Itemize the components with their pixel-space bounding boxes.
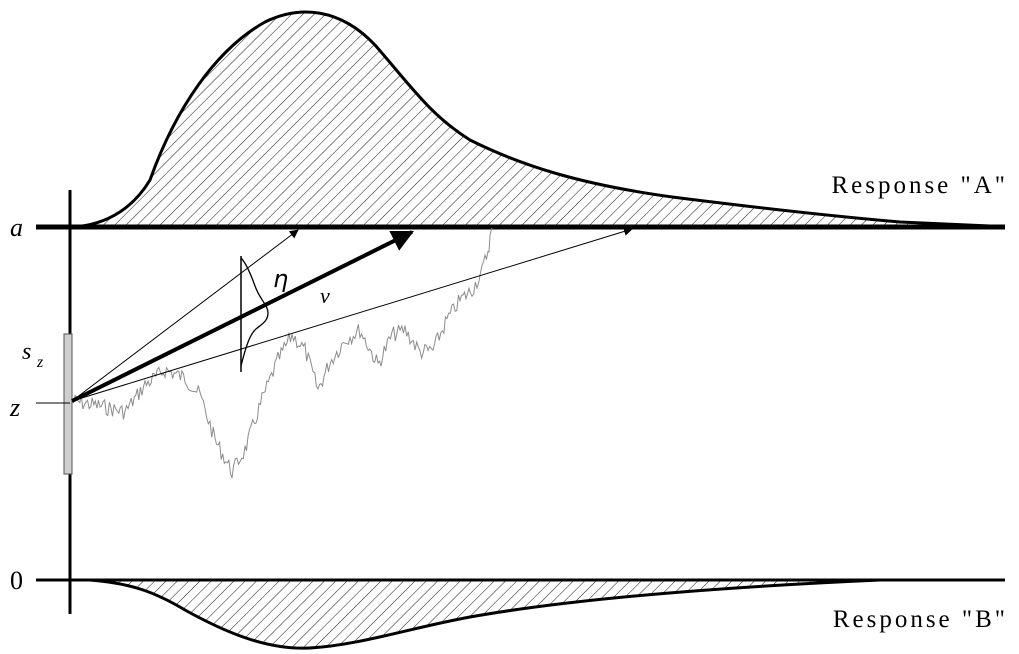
response-a-distribution — [70, 10, 992, 229]
drift-arrow-fast — [71, 229, 299, 402]
drift-arrow-slow — [71, 227, 633, 402]
drift-rate-label: v — [320, 283, 330, 308]
response-b-label: Response "B" — [833, 606, 1008, 633]
lower-boundary-label: 0 — [10, 566, 23, 595]
drift-arrow-mean — [71, 230, 414, 403]
start-point-label: z — [9, 393, 20, 422]
random-walk-trace — [71, 227, 493, 479]
drift-variability-label: η — [273, 265, 288, 293]
drift-variability-curve — [240, 257, 269, 367]
response-b-distribution — [88, 578, 882, 650]
start-variability-subscript: z — [36, 354, 44, 371]
response-a-label: Response "A" — [831, 172, 1008, 199]
start-point-range-bar — [63, 333, 73, 475]
upper-boundary-label: a — [10, 213, 23, 242]
start-variability-label: s — [22, 339, 31, 365]
